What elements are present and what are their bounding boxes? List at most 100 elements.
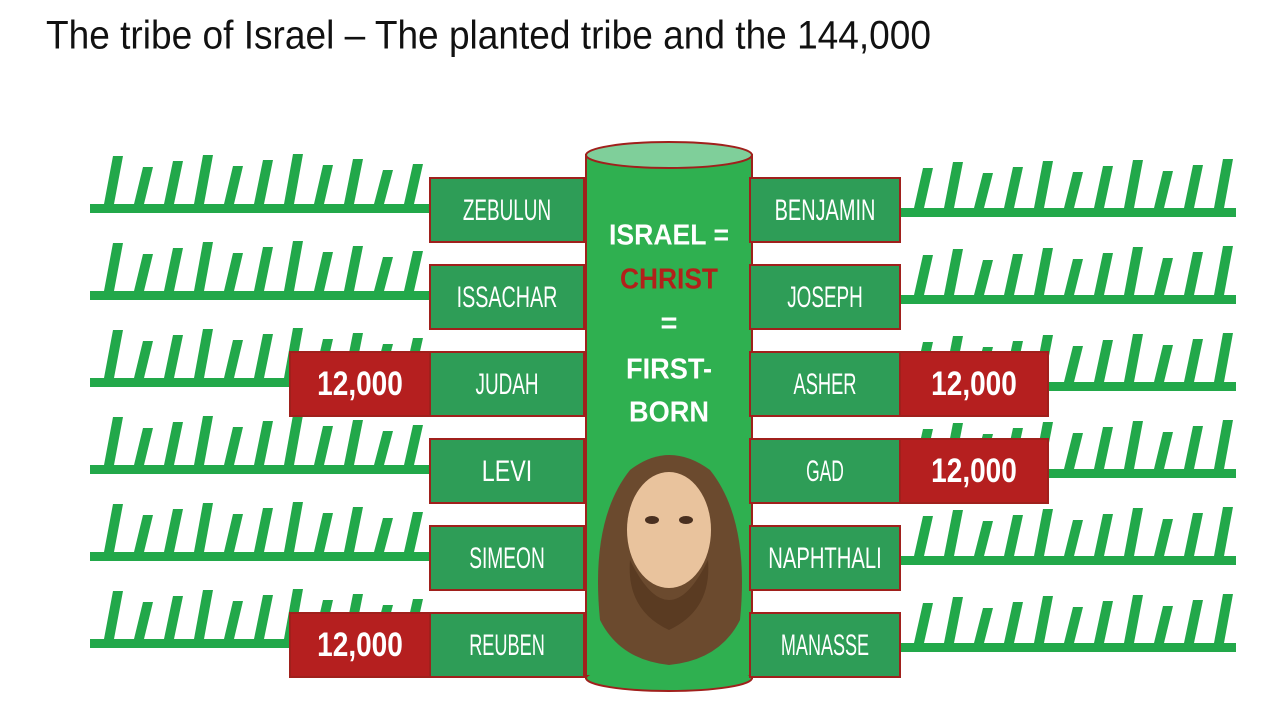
comb-tooth [1124, 334, 1143, 382]
box-label: LEVI [482, 455, 532, 488]
comb-tooth [1124, 421, 1143, 469]
comb-tooth [1184, 513, 1203, 556]
comb-tooth [104, 417, 123, 465]
comb-tooth [1124, 595, 1143, 643]
box [749, 177, 901, 243]
comb-tooth [284, 154, 303, 204]
comb-tooth [194, 329, 213, 378]
comb-tooth [914, 603, 933, 643]
comb-tooth [284, 415, 303, 465]
comb-tooth [1154, 519, 1173, 556]
comb-tooth [1004, 167, 1023, 208]
eye [679, 516, 693, 524]
beard [629, 560, 709, 630]
comb-tooth [134, 167, 153, 204]
comb-tooth [104, 330, 123, 378]
center-text: = [661, 308, 678, 340]
comb-tooth [1064, 607, 1083, 643]
comb-tooth [1064, 259, 1083, 295]
box-label: ISSACHAR [457, 281, 558, 314]
cylinder-top [585, 141, 753, 169]
comb-tooth [1034, 509, 1053, 556]
comb-base [90, 639, 432, 648]
comb-tooth [1184, 165, 1203, 208]
comb-tooth [254, 247, 273, 291]
comb-tooth [224, 601, 243, 639]
comb-tooth [104, 591, 123, 639]
eye [645, 516, 659, 524]
comb-tooth [224, 166, 243, 204]
center-text: FIRST- [626, 354, 712, 386]
box-label: JUDAH [476, 368, 539, 401]
comb-tooth [194, 416, 213, 465]
comb-tooth [224, 340, 243, 378]
center-text: CHRIST [620, 264, 718, 296]
comb-tooth [1214, 594, 1233, 643]
comb-tooth [134, 602, 153, 639]
box-label: ASHER [794, 368, 857, 401]
comb-tooth [1154, 171, 1173, 208]
comb-tooth [134, 254, 153, 291]
comb-tooth [1214, 246, 1233, 295]
comb-base [900, 382, 1236, 391]
center-text: BORN [629, 397, 709, 429]
box [749, 612, 901, 678]
comb-tooth [914, 168, 933, 208]
comb-base [90, 378, 432, 387]
comb-tooth [224, 253, 243, 291]
cylinder: ISRAEL = CHRIST = FIRST- BORN [585, 141, 753, 692]
comb-tooth [1154, 258, 1173, 295]
comb-tooth [944, 597, 963, 643]
box-label: 12,000 [317, 626, 403, 664]
comb-tooth [104, 156, 123, 204]
box [749, 264, 901, 330]
box-label: 12,000 [931, 365, 1017, 403]
comb-tooth [254, 595, 273, 639]
comb-tooth [1094, 253, 1113, 295]
slide-title: The tribe of Israel – The planted tribe … [46, 14, 931, 58]
comb-tooth [344, 246, 363, 291]
box-label: 12,000 [931, 452, 1017, 490]
comb-tooth [254, 421, 273, 465]
comb-tooth [344, 507, 363, 552]
box-label: REUBEN [469, 629, 545, 662]
rows: ZEBULUN ISSACHAR JUDAH 12,000 LEVI SIMEON REUB… [289, 177, 1049, 678]
box [429, 351, 585, 417]
comb-tooth [1064, 172, 1083, 208]
comb-tooth [1034, 161, 1053, 208]
comb-tooth [1094, 514, 1113, 556]
comb-tooth [1034, 596, 1053, 643]
box [899, 438, 1049, 504]
box-label: 12,000 [317, 365, 403, 403]
comb-tooth [314, 252, 333, 291]
box [749, 525, 901, 591]
comb-tooth [1184, 339, 1203, 382]
comb-tooth [1214, 420, 1233, 469]
box [749, 351, 901, 417]
comb-tooth [974, 521, 993, 556]
comb-tooth [1004, 515, 1023, 556]
comb-tooth [944, 162, 963, 208]
comb-tooth [374, 431, 393, 465]
comb-tooth [314, 165, 333, 204]
comb-tooth [1214, 507, 1233, 556]
box-label: JOSEPH [787, 281, 863, 314]
box [289, 351, 431, 417]
box [289, 612, 431, 678]
comb-tooth [1184, 600, 1203, 643]
comb-base [900, 469, 1236, 478]
comb-tooth [914, 255, 933, 295]
comb-tooth [1094, 166, 1113, 208]
comb-tooth [284, 241, 303, 291]
comb-base [900, 295, 1236, 304]
comb-tooth [104, 504, 123, 552]
comb-tooth [134, 341, 153, 378]
box [429, 264, 585, 330]
comb-tooth [194, 155, 213, 204]
comb-tooth [254, 334, 273, 378]
comb-tooth [374, 170, 393, 204]
comb-tooth [974, 260, 993, 295]
comb-base [90, 291, 432, 300]
comb-tooth [1124, 508, 1143, 556]
